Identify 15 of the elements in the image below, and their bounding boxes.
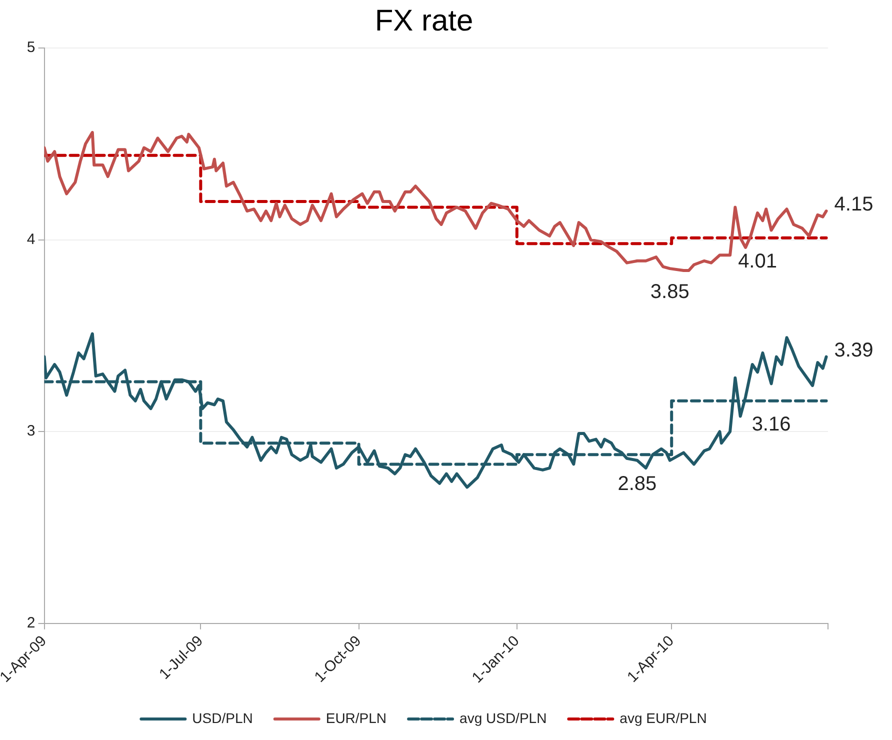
annotation: 4.15 [834,194,874,216]
annotation: 3.16 [752,413,791,436]
y-tick-label: 4 [26,230,36,248]
legend-label: EUR/PLN [326,710,387,726]
legend-label: avg EUR/PLN [620,710,707,726]
annotation: 3.85 [650,281,690,304]
legend-label: avg USD/PLN [460,710,547,726]
annotation: 2.85 [618,472,657,495]
annotation: 3.39 [834,339,874,362]
legend-label: USD/PLN [192,710,253,726]
y-tick-label: 3 [26,422,36,440]
y-tick-label: 2 [26,614,36,632]
chart-title: FX rate [374,4,474,38]
annotation: 4.01 [738,250,777,272]
y-tick-label: 5 [26,39,36,56]
